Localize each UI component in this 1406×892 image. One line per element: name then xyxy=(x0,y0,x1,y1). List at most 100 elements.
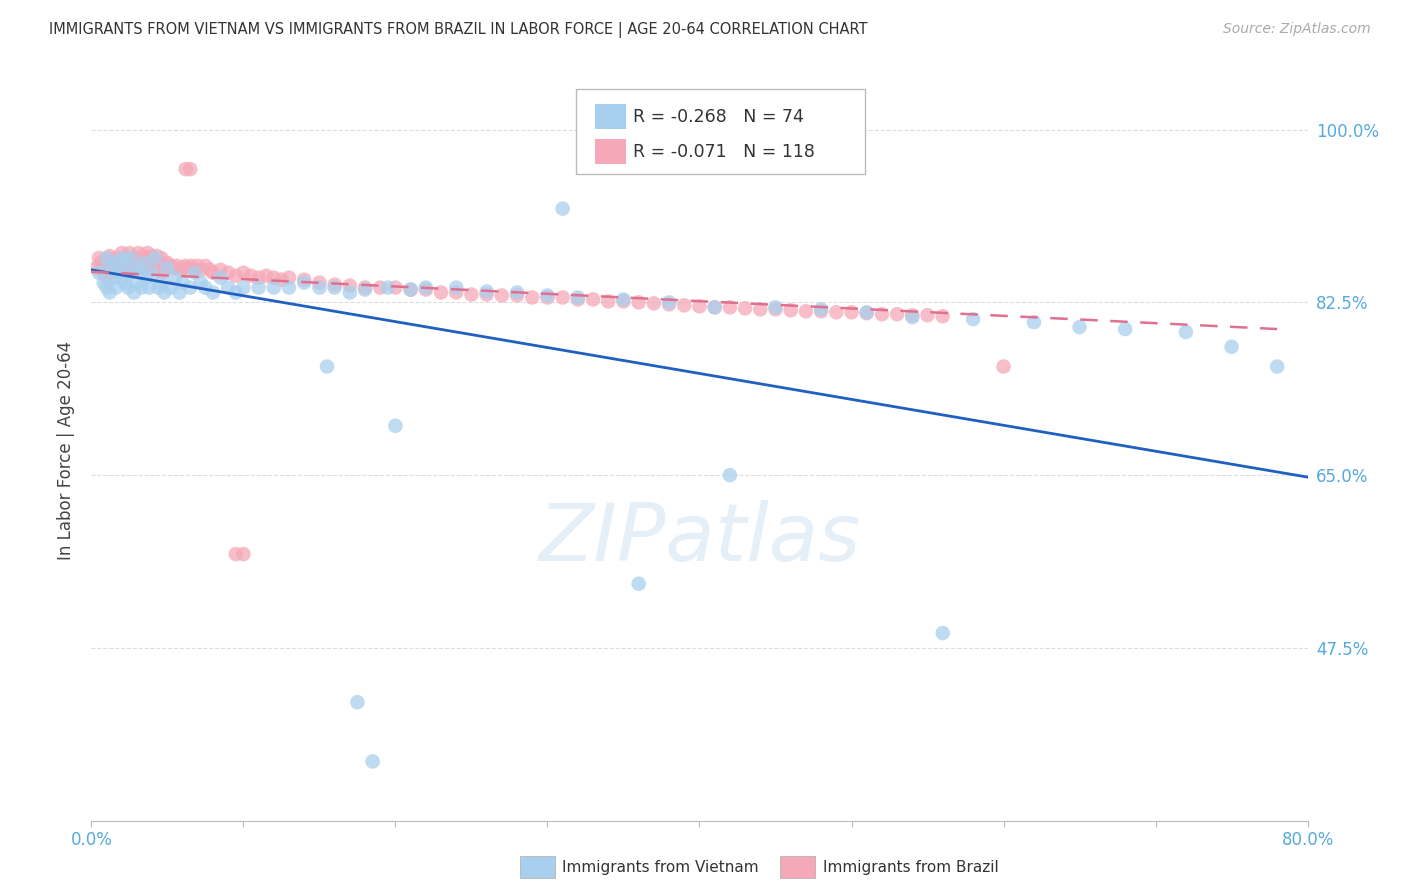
Point xyxy=(87,266,110,280)
Point xyxy=(153,259,176,273)
Text: R = -0.268   N = 74: R = -0.268 N = 74 xyxy=(633,108,804,126)
Point xyxy=(415,280,437,294)
Point xyxy=(187,259,209,273)
Point xyxy=(368,280,391,294)
Point xyxy=(658,297,681,311)
Point xyxy=(128,246,150,260)
Point xyxy=(1069,320,1091,334)
Point xyxy=(612,294,634,309)
Point xyxy=(84,260,107,275)
Point xyxy=(138,260,160,275)
Point xyxy=(247,270,270,285)
Point xyxy=(162,260,184,275)
Point xyxy=(111,246,134,260)
Point xyxy=(132,249,155,263)
Point xyxy=(749,302,772,317)
Point xyxy=(993,359,1015,374)
Point xyxy=(339,285,361,300)
Point xyxy=(134,256,156,270)
Point xyxy=(202,266,225,280)
Point xyxy=(103,270,125,285)
Point xyxy=(89,256,111,270)
Point xyxy=(129,260,152,275)
Point xyxy=(194,280,217,294)
Point xyxy=(136,246,159,260)
Point xyxy=(384,418,406,433)
Point xyxy=(582,293,605,307)
Point xyxy=(217,280,239,294)
Point xyxy=(93,276,115,290)
Point xyxy=(308,280,330,294)
Point xyxy=(98,266,121,280)
Point xyxy=(198,262,221,277)
Point xyxy=(150,251,173,265)
Point xyxy=(114,251,136,265)
Point xyxy=(118,266,141,280)
Point xyxy=(172,260,194,275)
Point xyxy=(536,288,558,302)
Point xyxy=(567,293,589,307)
Point xyxy=(779,303,801,318)
Point xyxy=(118,246,141,260)
Point xyxy=(105,266,128,280)
Point xyxy=(643,296,665,310)
Point xyxy=(247,280,270,294)
Point xyxy=(901,310,924,325)
Point xyxy=(460,287,482,301)
Point xyxy=(308,276,330,290)
Point xyxy=(339,278,361,293)
Point xyxy=(354,280,377,294)
Point xyxy=(384,280,406,294)
Point xyxy=(125,260,148,275)
Point xyxy=(551,202,574,216)
Point xyxy=(316,359,339,374)
Point xyxy=(87,251,110,265)
Point xyxy=(1265,359,1288,374)
Point xyxy=(120,262,142,277)
Point xyxy=(172,276,194,290)
Point xyxy=(107,259,129,273)
Point xyxy=(131,252,153,267)
Point xyxy=(153,285,176,300)
Point xyxy=(111,251,134,265)
Point xyxy=(323,280,346,294)
Point xyxy=(209,262,232,277)
Point xyxy=(184,266,207,280)
Point xyxy=(1114,322,1136,336)
Point xyxy=(598,294,620,309)
Point xyxy=(96,270,118,285)
Point xyxy=(114,276,136,290)
Point xyxy=(475,287,498,301)
Point xyxy=(177,262,200,277)
Point xyxy=(107,266,129,280)
Point xyxy=(1174,325,1197,339)
Point xyxy=(174,259,197,273)
Point xyxy=(135,252,157,267)
Point xyxy=(124,259,146,273)
Point xyxy=(148,280,170,294)
Point xyxy=(232,547,254,561)
Point xyxy=(125,252,148,267)
Point xyxy=(100,259,122,273)
Point xyxy=(145,249,167,263)
Point xyxy=(112,256,135,270)
Point xyxy=(184,262,207,277)
Point xyxy=(855,305,877,319)
Point xyxy=(122,251,145,265)
Point xyxy=(855,306,877,320)
Point xyxy=(180,259,202,273)
Point xyxy=(254,268,277,283)
Point xyxy=(114,256,136,270)
Point xyxy=(152,266,174,280)
Point xyxy=(688,299,710,313)
Point xyxy=(444,280,467,294)
Point xyxy=(292,273,315,287)
Point xyxy=(141,266,163,280)
Point xyxy=(96,264,118,278)
Point xyxy=(522,290,544,304)
Point xyxy=(138,280,160,294)
Point xyxy=(962,312,984,326)
Point xyxy=(658,295,681,310)
Point xyxy=(120,251,142,265)
Point xyxy=(159,259,181,273)
